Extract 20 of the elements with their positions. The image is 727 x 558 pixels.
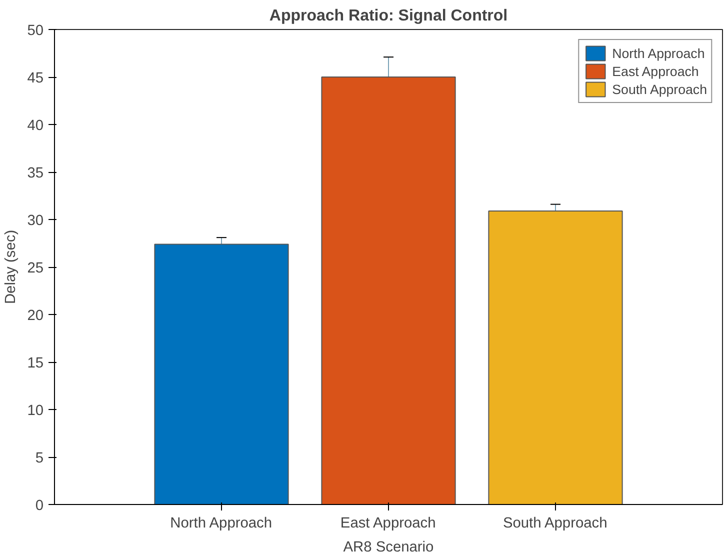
legend-label: South Approach: [612, 80, 707, 98]
y-tick-label: 20: [27, 308, 44, 324]
y-tick-label: 40: [27, 118, 44, 134]
y-axis-title: Delay (sec): [3, 230, 20, 304]
legend-label: North Approach: [612, 44, 705, 62]
y-tick-label: 10: [27, 403, 44, 419]
y-tick-label: 45: [27, 70, 44, 86]
y-tick-label: 35: [27, 166, 44, 182]
y-tick-label: 25: [27, 260, 44, 276]
x-axis-title: AR8 Scenario: [343, 540, 434, 556]
y-tick-label: 15: [27, 356, 44, 372]
y-tick-label: 50: [27, 23, 44, 39]
y-tick-label: 30: [27, 213, 44, 229]
x-tick-label: North Approach: [170, 516, 272, 532]
legend-label: East Approach: [612, 62, 699, 80]
x-tick-label: East Approach: [340, 516, 436, 532]
y-tick-label: 0: [35, 498, 44, 514]
chart-title: Approach Ratio: Signal Control: [269, 8, 508, 24]
x-tick-label: South Approach: [502, 516, 608, 532]
y-tick-label: 5: [35, 450, 44, 466]
